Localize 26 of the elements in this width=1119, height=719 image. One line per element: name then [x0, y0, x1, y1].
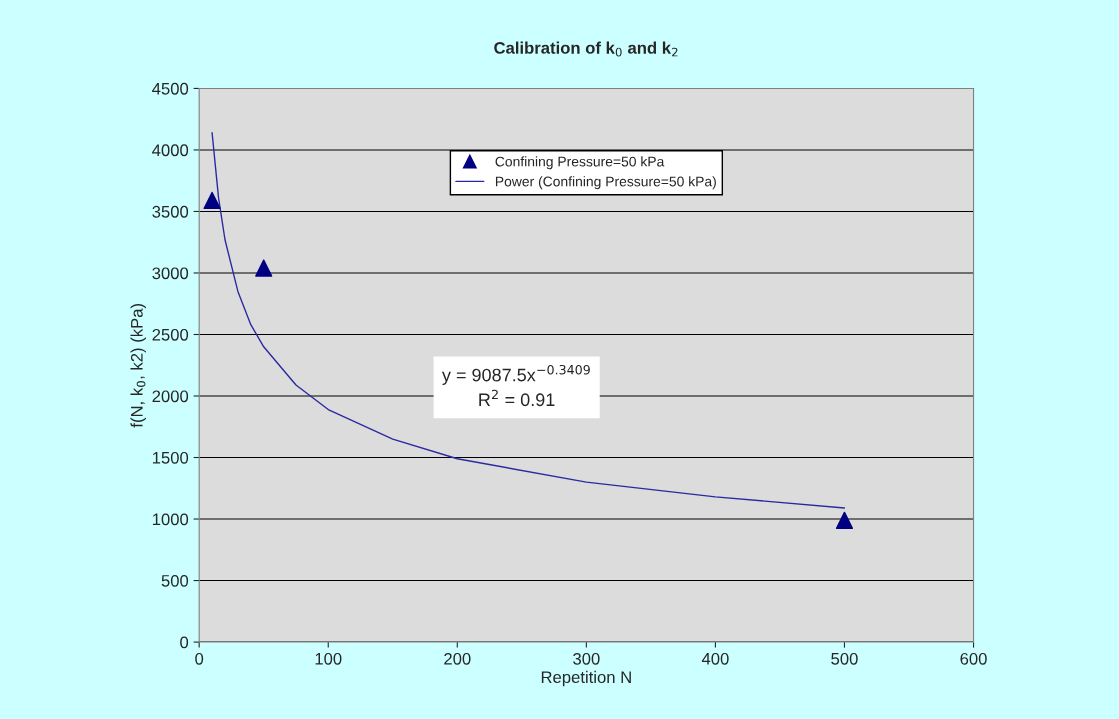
- y-tick-label: 3000: [152, 267, 189, 280]
- x-tick-label: 500: [831, 652, 858, 665]
- y-tick-label: 1000: [152, 513, 189, 526]
- x-tick-label: 0: [195, 652, 204, 665]
- x-tick-label: 200: [444, 652, 471, 665]
- point: [835, 511, 854, 529]
- y-tick-label: 3500: [152, 205, 189, 218]
- x-tick-label: 100: [315, 652, 342, 665]
- point: [203, 191, 221, 210]
- legend-label: Confining Pressure=50 kPa: [495, 156, 665, 170]
- text: y = 9087.5x$^{−0.3409}$ R$^{2}$ = 0.91: [441, 364, 590, 407]
- chart-title: Calibration of k$_{0}$ and k$_{2}$: [494, 41, 678, 57]
- y-tick-label: 2500: [152, 328, 189, 341]
- y-axis-title: f(N, k$_{0}$, k2) (kPa): [130, 303, 146, 428]
- point: [255, 259, 273, 277]
- y-tick-label: 2000: [152, 390, 189, 403]
- y-tick-label: 4500: [152, 82, 189, 95]
- legend-label: Power (Confining Pressure=50 kPa): [495, 176, 716, 190]
- y-tick-label: 0: [180, 636, 189, 649]
- x-tick-label: 300: [573, 652, 600, 665]
- x-tick-label: 400: [701, 652, 729, 665]
- y-tick-label: 1500: [152, 451, 189, 464]
- x-tick-label: 600: [960, 652, 987, 665]
- y-tick-label: 500: [161, 574, 189, 587]
- y-tick-label: 4000: [152, 144, 189, 157]
- x-axis-title: Repetition N: [541, 670, 631, 687]
